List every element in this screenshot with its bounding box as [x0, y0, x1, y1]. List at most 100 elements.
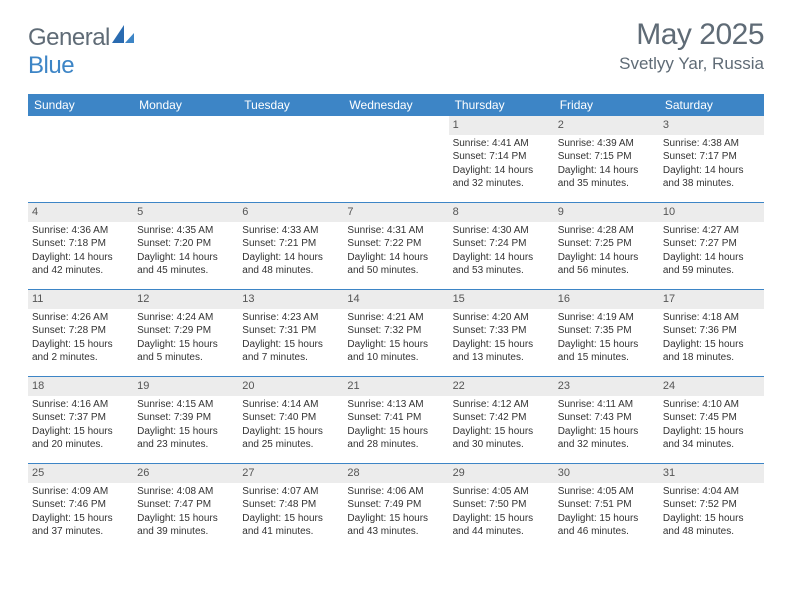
- day-number: 5: [133, 203, 238, 222]
- cell-content: Sunrise: 4:31 AMSunset: 7:22 PMDaylight:…: [343, 224, 448, 282]
- sunrise-text: Sunrise: 4:12 AM: [453, 398, 550, 412]
- day-number: 29: [449, 464, 554, 483]
- calendar-cell: 29 Sunrise: 4:05 AMSunset: 7:50 PMDayligh…: [449, 464, 554, 550]
- sunset-text: Sunset: 7:15 PM: [558, 150, 655, 164]
- cell-content: Sunrise: 4:05 AMSunset: 7:50 PMDaylight:…: [449, 485, 554, 543]
- day-number: 1: [449, 116, 554, 135]
- day-number: 26: [133, 464, 238, 483]
- sunrise-text: Sunrise: 4:05 AM: [558, 485, 655, 499]
- cell-content: Sunrise: 4:28 AMSunset: 7:25 PMDaylight:…: [554, 224, 659, 282]
- calendar-cell: 26 Sunrise: 4:08 AMSunset: 7:47 PMDayligh…: [133, 464, 238, 550]
- page-header: GeneralBlue May 2025 Svetlyy Yar, Russia: [28, 18, 764, 80]
- daylight-text: Daylight: 15 hours and 5 minutes.: [137, 338, 234, 365]
- daylight-text: Daylight: 14 hours and 50 minutes.: [347, 251, 444, 278]
- cell-content: Sunrise: 4:21 AMSunset: 7:32 PMDaylight:…: [343, 311, 448, 369]
- calendar-cell: 20Sunrise: 4:14 AMSunset: 7:40 PMDayligh…: [238, 377, 343, 463]
- daylight-text: Daylight: 15 hours and 34 minutes.: [663, 425, 760, 452]
- cell-content: Sunrise: 4:15 AMSunset: 7:39 PMDaylight:…: [133, 398, 238, 456]
- day-number: 11: [28, 290, 133, 309]
- sunset-text: Sunset: 7:17 PM: [663, 150, 760, 164]
- cell-content: Sunrise: 4:26 AMSunset: 7:28 PMDaylight:…: [28, 311, 133, 369]
- sunset-text: Sunset: 7:50 PM: [453, 498, 550, 512]
- cell-content: Sunrise: 4:12 AMSunset: 7:42 PMDaylight:…: [449, 398, 554, 456]
- daylight-text: Daylight: 15 hours and 41 minutes.: [242, 512, 339, 539]
- day-number: 22: [449, 377, 554, 396]
- daylight-text: Daylight: 15 hours and 37 minutes.: [32, 512, 129, 539]
- sunrise-text: Sunrise: 4:21 AM: [347, 311, 444, 325]
- sunrise-text: Sunrise: 4:26 AM: [32, 311, 129, 325]
- daylight-text: Daylight: 15 hours and 10 minutes.: [347, 338, 444, 365]
- day-number: 30: [554, 464, 659, 483]
- daylight-text: Daylight: 15 hours and 7 minutes.: [242, 338, 339, 365]
- brand-part2: Blue: [28, 52, 74, 79]
- sunrise-text: Sunrise: 4:23 AM: [242, 311, 339, 325]
- cell-content: Sunrise: 4:07 AMSunset: 7:48 PMDaylight:…: [238, 485, 343, 543]
- sunset-text: Sunset: 7:27 PM: [663, 237, 760, 251]
- calendar-cell: 25Sunrise: 4:09 AMSunset: 7:46 PMDayligh…: [28, 464, 133, 550]
- day-number: 28: [343, 464, 448, 483]
- sunrise-text: Sunrise: 4:10 AM: [663, 398, 760, 412]
- daylight-text: Daylight: 15 hours and 44 minutes.: [453, 512, 550, 539]
- cell-content: Sunrise: 4:23 AMSunset: 7:31 PMDaylight:…: [238, 311, 343, 369]
- calendar-row: 18Sunrise: 4:16 AMSunset: 7:37 PMDayligh…: [28, 377, 764, 464]
- calendar-cell: 4 Sunrise: 4:36 AMSunset: 7:18 PMDaylight…: [28, 203, 133, 289]
- brand-part1: General: [28, 24, 110, 51]
- calendar-cell: 21Sunrise: 4:13 AMSunset: 7:41 PMDayligh…: [343, 377, 448, 463]
- weekday-fri: Friday: [554, 94, 659, 116]
- calendar-cell: 10Sunrise: 4:27 AMSunset: 7:27 PMDayligh…: [659, 203, 764, 289]
- sunrise-text: Sunrise: 4:18 AM: [663, 311, 760, 325]
- cell-content: Sunrise: 4:36 AMSunset: 7:18 PMDaylight:…: [28, 224, 133, 282]
- day-number: 10: [659, 203, 764, 222]
- calendar-cell: 13Sunrise: 4:23 AMSunset: 7:31 PMDayligh…: [238, 290, 343, 376]
- day-number: 4: [28, 203, 133, 222]
- sunset-text: Sunset: 7:47 PM: [137, 498, 234, 512]
- calendar-cell: 9Sunrise: 4:28 AMSunset: 7:25 PMDaylight…: [554, 203, 659, 289]
- sunset-text: Sunset: 7:52 PM: [663, 498, 760, 512]
- day-number: 25: [28, 464, 133, 483]
- sunset-text: Sunset: 7:40 PM: [242, 411, 339, 425]
- calendar-cell: 24Sunrise: 4:10 AMSunset: 7:45 PMDayligh…: [659, 377, 764, 463]
- cell-content: Sunrise: 4:08 AMSunset: 7:47 PMDaylight:…: [133, 485, 238, 543]
- calendar-cell: [28, 116, 133, 202]
- calendar-cell: [133, 116, 238, 202]
- calendar-row: 1Sunrise: 4:41 AMSunset: 7:14 PMDaylight…: [28, 116, 764, 203]
- cell-content: Sunrise: 4:13 AMSunset: 7:41 PMDaylight:…: [343, 398, 448, 456]
- sunrise-text: Sunrise: 4:19 AM: [558, 311, 655, 325]
- daylight-text: Daylight: 15 hours and 39 minutes.: [137, 512, 234, 539]
- calendar-cell: 18Sunrise: 4:16 AMSunset: 7:37 PMDayligh…: [28, 377, 133, 463]
- sunrise-text: Sunrise: 4:16 AM: [32, 398, 129, 412]
- day-number: 7: [343, 203, 448, 222]
- daylight-text: Daylight: 14 hours and 42 minutes.: [32, 251, 129, 278]
- cell-content: Sunrise: 4:14 AMSunset: 7:40 PMDaylight:…: [238, 398, 343, 456]
- sunrise-text: Sunrise: 4:20 AM: [453, 311, 550, 325]
- calendar-cell: 8Sunrise: 4:30 AMSunset: 7:24 PMDaylight…: [449, 203, 554, 289]
- sunset-text: Sunset: 7:22 PM: [347, 237, 444, 251]
- calendar-cell: 3Sunrise: 4:38 AMSunset: 7:17 PMDaylight…: [659, 116, 764, 202]
- daylight-text: Daylight: 14 hours and 59 minutes.: [663, 251, 760, 278]
- calendar-cell: 22 Sunrise: 4:12 AMSunset: 7:42 PMDayligh…: [449, 377, 554, 463]
- cell-content: Sunrise: 4:33 AMSunset: 7:21 PMDaylight:…: [238, 224, 343, 282]
- sunset-text: Sunset: 7:49 PM: [347, 498, 444, 512]
- day-number: 14: [343, 290, 448, 309]
- day-number: 27: [238, 464, 343, 483]
- sunrise-text: Sunrise: 4:28 AM: [558, 224, 655, 238]
- day-number: 6: [238, 203, 343, 222]
- day-number: 12: [133, 290, 238, 309]
- calendar-cell: 19Sunrise: 4:15 AMSunset: 7:39 PMDayligh…: [133, 377, 238, 463]
- calendar-cell: 23Sunrise: 4:11 AMSunset: 7:43 PMDayligh…: [554, 377, 659, 463]
- sunrise-text: Sunrise: 4:07 AM: [242, 485, 339, 499]
- sunset-text: Sunset: 7:45 PM: [663, 411, 760, 425]
- sunrise-text: Sunrise: 4:24 AM: [137, 311, 234, 325]
- calendar-cell: 12 Sunrise: 4:24 AMSunset: 7:29 PMDayligh…: [133, 290, 238, 376]
- cell-content: Sunrise: 4:06 AMSunset: 7:49 PMDaylight:…: [343, 485, 448, 543]
- weekday-sat: Saturday: [659, 94, 764, 116]
- sunset-text: Sunset: 7:31 PM: [242, 324, 339, 338]
- cell-content: Sunrise: 4:19 AMSunset: 7:35 PMDaylight:…: [554, 311, 659, 369]
- sunset-text: Sunset: 7:28 PM: [32, 324, 129, 338]
- sunrise-text: Sunrise: 4:36 AM: [32, 224, 129, 238]
- sunset-text: Sunset: 7:35 PM: [558, 324, 655, 338]
- calendar-cell: 16Sunrise: 4:19 AMSunset: 7:35 PMDayligh…: [554, 290, 659, 376]
- cell-content: Sunrise: 4:11 AMSunset: 7:43 PMDaylight:…: [554, 398, 659, 456]
- cell-content: Sunrise: 4:18 AMSunset: 7:36 PMDaylight:…: [659, 311, 764, 369]
- cell-content: Sunrise: 4:24 AMSunset: 7:29 PMDaylight:…: [133, 311, 238, 369]
